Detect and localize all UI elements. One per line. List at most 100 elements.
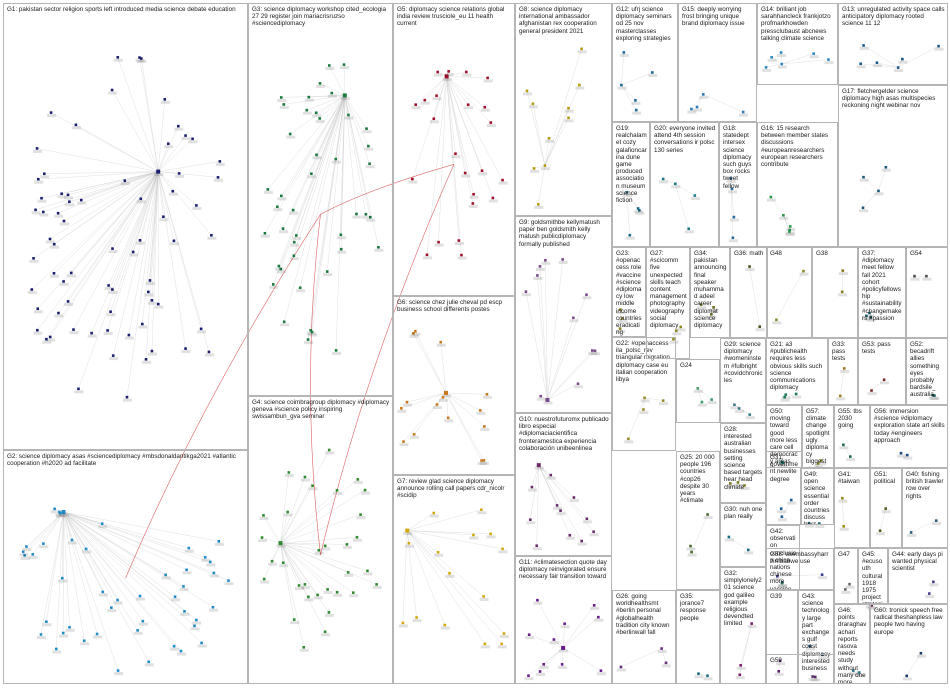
node-shadow [290, 621, 300, 625]
edge [446, 76, 460, 241]
node-shadow [399, 443, 409, 447]
node [147, 660, 151, 664]
node-shadow [164, 145, 174, 149]
group-label: G5: diplomacy science relations global i… [397, 6, 505, 28]
node [782, 213, 785, 217]
group-box-g35: G35: jorance7 response people [676, 590, 720, 684]
edge [63, 511, 149, 662]
node [291, 208, 295, 212]
node-shadow [398, 624, 408, 628]
group-box-g56: G56: immersion #science #diplomacy explo… [870, 405, 948, 468]
node-shadow [107, 609, 117, 613]
group-label: G4: science coimbragroup diplomacy #dipl… [252, 399, 390, 421]
edge [67, 171, 159, 302]
edge [280, 542, 328, 590]
node [363, 488, 367, 492]
node [292, 618, 296, 621]
group-label: G60: tronick speech free radical theshan… [874, 607, 943, 636]
node [592, 604, 596, 607]
edge [661, 648, 667, 663]
node-shadow [672, 332, 682, 336]
node [116, 598, 119, 602]
node-shadow [336, 236, 346, 240]
node [310, 330, 314, 334]
node [116, 56, 120, 59]
node-shadow [129, 253, 139, 257]
node [150, 349, 154, 353]
node [932, 580, 935, 584]
node [695, 105, 699, 109]
edge [264, 95, 345, 234]
node-shadow [907, 533, 917, 537]
node-shadow [690, 197, 700, 201]
node [661, 177, 665, 181]
node [136, 629, 139, 632]
node [674, 182, 677, 186]
node-shadow [745, 268, 755, 272]
node [884, 507, 887, 510]
node [937, 44, 940, 48]
node-shadow [65, 628, 75, 632]
edge [413, 333, 447, 394]
node-shadow [778, 584, 788, 588]
node [443, 390, 448, 395]
node [355, 212, 358, 216]
node [77, 387, 80, 391]
node [788, 228, 792, 232]
group-box-g53: G53: pass tests [858, 338, 906, 405]
node [436, 70, 439, 74]
group-box-g48: G48 [766, 247, 812, 338]
edge [341, 95, 346, 250]
node-shadow [135, 597, 145, 601]
edge [413, 392, 447, 435]
node [36, 177, 40, 181]
node [875, 61, 879, 65]
node [816, 462, 820, 465]
node [66, 193, 70, 197]
node [179, 649, 183, 653]
node [211, 605, 215, 609]
edge [770, 196, 784, 216]
node [764, 66, 768, 69]
node [318, 117, 321, 120]
edge [843, 444, 851, 457]
node [536, 274, 539, 277]
group-box-g11: G11: #climatesection quote day diplomacy… [515, 556, 612, 684]
node-shadow [286, 135, 296, 139]
edge [696, 94, 704, 108]
node-shadow [188, 140, 198, 144]
node [187, 546, 191, 550]
edge [278, 95, 346, 267]
node-shadow [619, 53, 629, 57]
node-shadow [838, 272, 848, 276]
node [733, 403, 736, 407]
node-shadow [818, 576, 828, 580]
node [638, 209, 641, 212]
edge [316, 95, 345, 113]
node [780, 515, 784, 519]
node-shadow [625, 236, 635, 240]
edge [280, 542, 368, 572]
node-shadow [569, 319, 579, 323]
node [778, 659, 782, 663]
edge [344, 95, 370, 164]
node [307, 595, 310, 599]
group-label: G54 [910, 250, 922, 257]
node-shadow [307, 175, 317, 179]
edge [158, 138, 193, 172]
group-label: G8: science diplomacy international amba… [519, 6, 597, 35]
node [435, 94, 438, 98]
group-label: G22: #openaccess ila_polsc_rev triangula… [616, 340, 670, 384]
edge [780, 508, 783, 517]
node-shadow [324, 613, 334, 617]
node [870, 389, 873, 392]
node-shadow [135, 59, 145, 63]
group-label: G21: a3 #publichealth requires less obvi… [770, 341, 823, 392]
group-box-g40: G40: fishing british trawler row over ri… [902, 468, 948, 548]
node-shadow [58, 579, 68, 583]
node-shadow [479, 461, 489, 465]
node [486, 76, 489, 80]
edge [446, 76, 485, 108]
node [813, 675, 817, 679]
node [335, 489, 339, 492]
